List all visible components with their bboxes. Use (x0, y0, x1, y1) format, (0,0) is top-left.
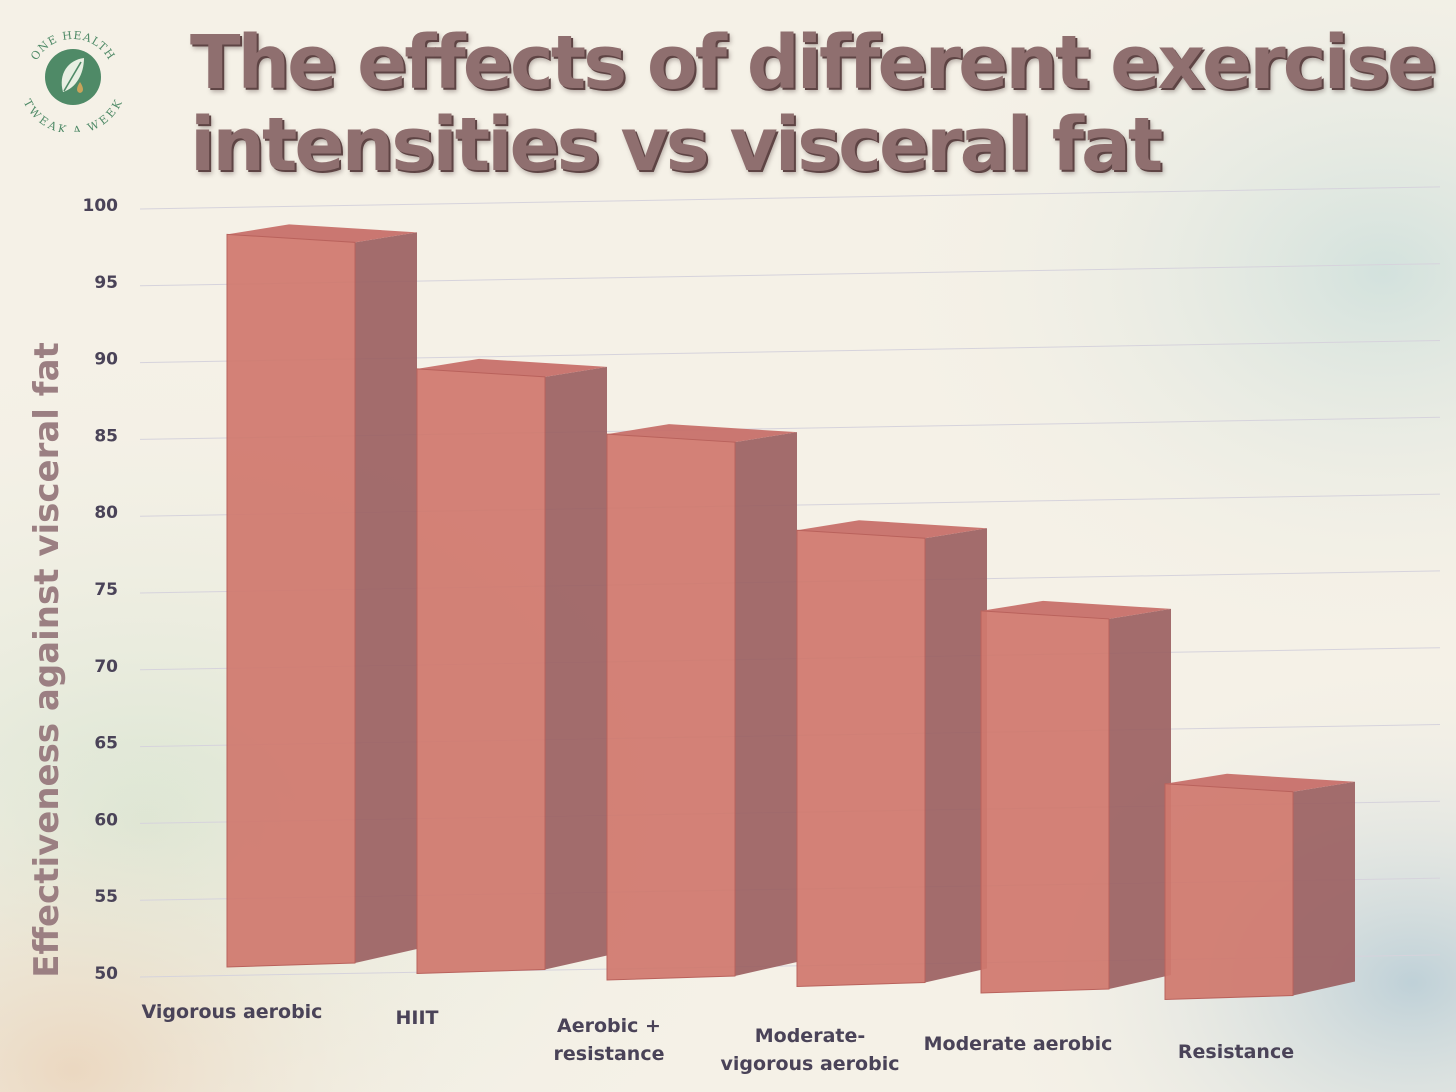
bar-front (416, 368, 546, 975)
logo: ONE HEALTH TWEAK A WEEK (21, 29, 125, 132)
x-tick-label-line: Resistance (1178, 1041, 1294, 1063)
y-tick-label: 50 (94, 964, 118, 984)
gridline (139, 186, 1441, 210)
x-tick-label: Moderate-vigorous aerobic (721, 1025, 900, 1075)
bar-side (735, 432, 797, 976)
chart-title-line-2: intensities vs visceral fat (190, 102, 1163, 188)
bar-front (606, 433, 736, 981)
x-tick-label: Resistance (1178, 1041, 1294, 1063)
bar (606, 424, 797, 981)
bar-top (981, 600, 1171, 619)
bar-top (417, 358, 607, 377)
x-tick-label-line: resistance (554, 1043, 665, 1065)
x-axis-labels: Vigorous aerobic HIIT Aerobic + resistance M… (142, 1001, 1295, 1075)
bars (226, 224, 1355, 1001)
bar-front (226, 233, 356, 968)
y-axis-ticks: 100 95 90 85 80 75 70 65 60 55 50 (83, 196, 119, 984)
y-tick-label: 85 (94, 426, 118, 446)
x-tick-label-line: Moderate- (755, 1025, 866, 1047)
y-tick-label: 60 (94, 810, 118, 830)
x-tick-label-line: Aerobic + (557, 1015, 661, 1037)
y-tick-label: 65 (94, 734, 118, 754)
y-tick-label: 95 (94, 273, 118, 293)
x-tick-label: Vigorous aerobic (142, 1001, 323, 1023)
bar-side (1109, 608, 1171, 989)
x-tick-label-line: Moderate aerobic (924, 1033, 1113, 1055)
y-tick-label: 55 (94, 887, 118, 907)
bar-front (1164, 783, 1294, 1001)
bar (226, 224, 417, 968)
bar-top (1165, 773, 1355, 792)
y-tick-label: 70 (94, 657, 118, 677)
chart-title: The effects of different exercise intens… (190, 20, 1437, 188)
bar-side (355, 232, 417, 964)
bar-top (227, 224, 417, 243)
bar-side (1293, 781, 1355, 996)
y-axis-label: Effectiveness against visceral fat (27, 342, 67, 978)
x-tick-label-line: vigorous aerobic (721, 1053, 900, 1075)
bar-front (980, 610, 1110, 994)
bar-top (607, 424, 797, 443)
leaf-drop-icon (61, 58, 84, 93)
x-tick-label: Aerobic + resistance (554, 1015, 665, 1065)
bar (416, 358, 607, 975)
bar (796, 520, 987, 988)
bar-front (796, 529, 926, 988)
bar-side (925, 528, 987, 983)
y-tick-label: 75 (94, 580, 118, 600)
y-tick-label: 90 (94, 350, 118, 370)
x-tick-label-line: Vigorous aerobic (142, 1001, 323, 1023)
chart-title-line-1: The effects of different exercise (190, 20, 1437, 106)
bar-top (797, 520, 987, 539)
x-tick-label: Moderate aerobic (924, 1033, 1113, 1055)
bar (980, 600, 1171, 994)
y-tick-label: 100 (83, 196, 119, 216)
bar (1164, 773, 1355, 1001)
x-tick-label-line: HIIT (395, 1007, 438, 1029)
x-tick-label: HIIT (395, 1007, 438, 1029)
y-tick-label: 80 (94, 503, 118, 523)
bar-side (545, 366, 607, 970)
